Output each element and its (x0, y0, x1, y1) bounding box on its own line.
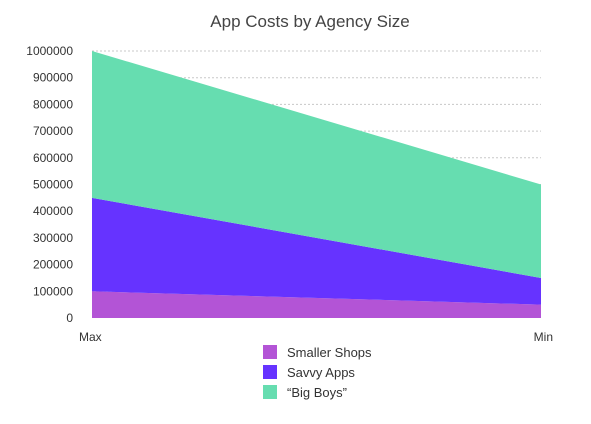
y-tick-label: 1000000 (26, 44, 73, 58)
legend-label-2: “Big Boys” (287, 385, 347, 400)
series-areas (92, 51, 541, 318)
y-tick-label: 700000 (33, 124, 73, 138)
y-tick-label: 0 (66, 311, 73, 325)
y-tick-label: 800000 (33, 97, 73, 111)
x-axis-ticks: Max Min (79, 330, 553, 344)
legend-label-0: Smaller Shops (287, 345, 372, 360)
y-tick-label: 300000 (33, 231, 73, 245)
area-series-1 (92, 197, 541, 305)
legend: Smaller Shops Savvy Apps “Big Boys” (263, 345, 372, 400)
legend-swatch-1 (263, 365, 277, 379)
x-tick-label: Min (534, 330, 553, 344)
legend-swatch-2 (263, 385, 277, 399)
chart-title: App Costs by Agency Size (210, 12, 409, 31)
y-tick-label: 900000 (33, 71, 73, 85)
legend-label-1: Savvy Apps (287, 365, 355, 380)
y-tick-label: 100000 (33, 284, 73, 298)
y-tick-label: 500000 (33, 178, 73, 192)
area-series-2 (92, 51, 541, 278)
y-tick-label: 600000 (33, 151, 73, 165)
y-tick-label: 400000 (33, 204, 73, 218)
area-series-0 (92, 291, 541, 318)
y-axis-ticks: 0 100000 200000 300000 400000 500000 600000 700… (26, 44, 73, 325)
legend-swatch-0 (263, 345, 277, 359)
y-tick-label: 200000 (33, 258, 73, 272)
x-tick-label: Max (79, 330, 102, 344)
